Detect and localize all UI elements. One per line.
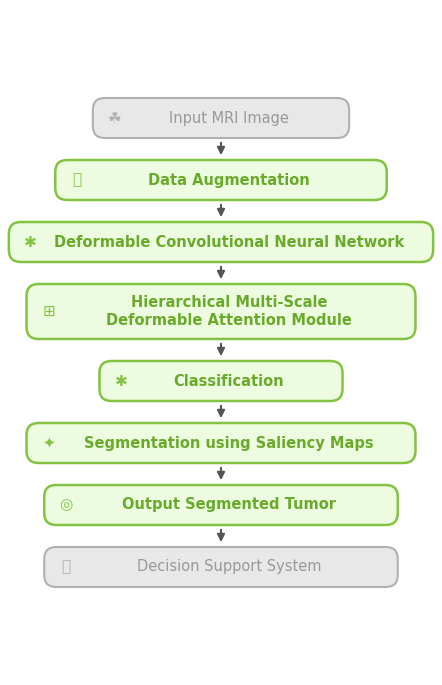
Text: ✦: ✦ [42,436,55,451]
Text: ⌖: ⌖ [72,173,82,188]
Text: Classification: Classification [174,373,284,388]
Text: ⌖: ⌖ [61,560,71,575]
FancyBboxPatch shape [99,361,343,401]
Text: ✱: ✱ [115,373,128,388]
FancyBboxPatch shape [44,485,398,525]
FancyBboxPatch shape [93,98,349,138]
Text: ◎: ◎ [60,497,73,512]
Text: ⊞: ⊞ [42,304,55,319]
Text: Deformable Convolutional Neural Network: Deformable Convolutional Neural Network [54,234,404,249]
FancyBboxPatch shape [55,160,387,200]
Text: ☘: ☘ [108,110,122,125]
Text: Output Segmented Tumor: Output Segmented Tumor [122,497,336,512]
Text: Input MRI Image: Input MRI Image [169,110,289,125]
Text: Hierarchical Multi-Scale
Deformable Attention Module: Hierarchical Multi-Scale Deformable Atte… [106,295,352,328]
FancyBboxPatch shape [27,423,415,463]
FancyBboxPatch shape [9,222,433,262]
FancyBboxPatch shape [27,284,415,339]
Text: ✱: ✱ [24,234,37,249]
Text: Decision Support System: Decision Support System [137,560,321,575]
Text: Segmentation using Saliency Maps: Segmentation using Saliency Maps [84,436,374,451]
FancyBboxPatch shape [44,547,398,587]
Text: Data Augmentation: Data Augmentation [148,173,310,188]
